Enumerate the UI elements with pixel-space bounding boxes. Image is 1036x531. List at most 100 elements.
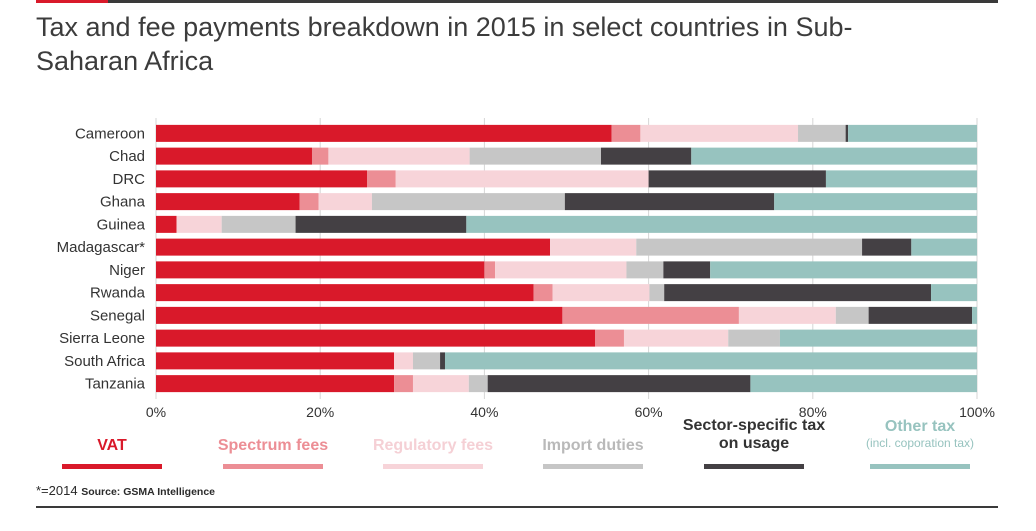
bar-segment (664, 284, 932, 302)
legend-label-line2: on usage (718, 435, 790, 452)
bar-segment (825, 170, 977, 188)
legend-sublabel: (incl. coporation tax) (865, 436, 975, 450)
bar-segment (221, 215, 296, 233)
legend-label: Spectrum fees (217, 437, 329, 454)
legend-swatch (704, 464, 804, 469)
legend-swatch (62, 464, 162, 469)
bar-segment (931, 284, 977, 302)
bar-segment (328, 147, 470, 165)
bar-segment (595, 329, 624, 347)
bottom-rule (36, 506, 998, 508)
legend-label: VAT (97, 437, 127, 454)
x-tick-label: 40% (470, 404, 498, 420)
bar-segment (469, 147, 601, 165)
x-tick-label: 60% (635, 404, 663, 420)
bar-segment (412, 375, 469, 393)
category-label: Tanzania (85, 376, 146, 393)
bar-segment (623, 329, 729, 347)
bar-segment (156, 329, 596, 347)
legend-swatch (383, 464, 483, 469)
bar-segment (299, 193, 319, 211)
legend-swatch (223, 464, 323, 469)
bar-segment (176, 215, 222, 233)
bar-segment (318, 193, 372, 211)
bar-segment (394, 352, 413, 370)
bar-segment (564, 193, 775, 211)
bar-segment (640, 124, 799, 142)
legend-label: Other tax (884, 418, 956, 435)
bar-segment (156, 215, 177, 233)
bar-segment (691, 147, 977, 165)
category-label: Ghana (100, 194, 146, 211)
legend-item: Spectrum fees (183, 437, 363, 455)
footnote-note: *=2014 (36, 483, 78, 498)
bar-segment (156, 375, 395, 393)
x-tick-label: 20% (306, 404, 334, 420)
bar-segment (366, 170, 396, 188)
legend-item: Sector-specific tax on usage (664, 417, 844, 453)
bar-segment (156, 170, 367, 188)
x-tick-label: 80% (799, 404, 827, 420)
legend-swatch (543, 464, 643, 469)
legend-item: VAT (22, 437, 202, 455)
category-label: Senegal (90, 307, 145, 324)
legend-item: Regulatory fees (343, 437, 523, 455)
bar-segment (466, 215, 977, 233)
footnote: *=2014 Source: GSMA Intelligence (36, 483, 215, 498)
category-label: Guinea (97, 216, 146, 233)
category-label: DRC (113, 171, 146, 188)
bar-segment (295, 215, 467, 233)
bar-segment (468, 375, 488, 393)
bar-segment (156, 352, 395, 370)
bar-segment (156, 261, 485, 279)
footnote-source: Source: GSMA Intelligence (81, 486, 216, 498)
category-label: South Africa (64, 353, 146, 370)
bar-segment (156, 284, 534, 302)
bar-segment (774, 193, 977, 211)
bar-segment (626, 261, 664, 279)
bar-segment (311, 147, 329, 165)
legend-label: Import duties (542, 437, 644, 454)
bar-segment (394, 375, 413, 393)
bar-segment (371, 193, 565, 211)
bar-segment (663, 261, 711, 279)
bar-segment (562, 306, 739, 324)
bar-segment (395, 170, 649, 188)
legend-item: Import duties (503, 437, 683, 455)
bar-segment (484, 261, 496, 279)
category-label: Madagascar* (57, 239, 146, 256)
bar-segment (848, 124, 977, 142)
bar-segment (156, 124, 612, 142)
top-rule (36, 0, 998, 3)
category-label: Rwanda (90, 285, 146, 302)
x-tick-label: 100% (959, 404, 995, 420)
bar-segment (533, 284, 553, 302)
bar-segment (868, 306, 973, 324)
bar-segment (728, 329, 780, 347)
bar-segment (835, 306, 869, 324)
bar-segment (636, 238, 863, 256)
bar-segment (779, 329, 977, 347)
category-label: Niger (109, 262, 145, 279)
legend-item: Other tax (incl. coporation tax) (830, 418, 1010, 450)
bar-segment (495, 261, 627, 279)
bar-segment (156, 147, 312, 165)
bar-segment (972, 306, 977, 324)
bar-segment (600, 147, 692, 165)
bar-segment (911, 238, 977, 256)
category-label: Cameroon (75, 125, 145, 142)
chart-title: Tax and fee payments breakdown in 2015 i… (36, 12, 853, 76)
bar-segment (798, 124, 846, 142)
bar-segment (487, 375, 751, 393)
bar-segment (156, 238, 551, 256)
bar-segment (710, 261, 977, 279)
bar-segment (648, 170, 826, 188)
category-label: Sierra Leone (59, 330, 145, 347)
bar-segment (550, 238, 637, 256)
top-rule-accent (36, 0, 108, 3)
bar-segment (845, 124, 849, 142)
bar-segment (750, 375, 977, 393)
bar-segment (862, 238, 912, 256)
bar-segment (444, 352, 977, 370)
